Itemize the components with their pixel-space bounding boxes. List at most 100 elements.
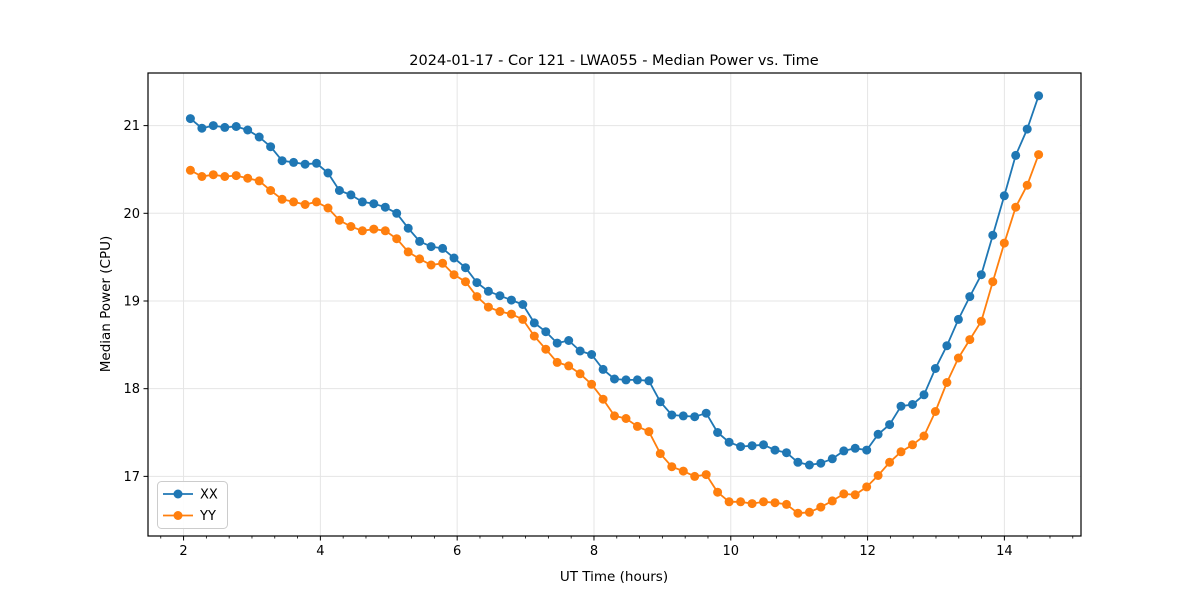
data-point-marker [942,378,952,387]
data-point-marker [667,462,677,472]
data-point-marker [277,156,287,166]
data-point-marker [632,421,642,431]
x-axis-label: UT Time (hours) [560,569,668,585]
data-point-marker [426,260,436,270]
data-point-marker [254,132,264,142]
data-point-marker [564,336,574,345]
data-point-marker [254,176,264,186]
data-point-marker [862,482,872,492]
data-point-marker [804,460,814,470]
data-point-marker [621,414,631,423]
data-point-marker [782,448,791,458]
data-point-marker [667,410,677,420]
data-point-marker [701,408,711,418]
data-point-marker [541,327,551,337]
data-point-marker [850,490,860,500]
series-path [189,95,1040,466]
data-point-marker [243,173,253,183]
data-point-marker [770,445,780,455]
data-point-marker [220,122,230,132]
data-point-marker [208,121,218,131]
data-point-marker [816,458,826,468]
y-axis-label: Median Power (CPU) [98,236,114,372]
data-point-marker [243,125,253,135]
data-point-marker [988,230,998,240]
data-point-marker [277,194,287,204]
data-point-marker [461,263,470,273]
data-point-marker [953,314,963,324]
data-point-marker [747,499,757,509]
data-point-marker [185,114,195,124]
data-point-marker [529,331,539,341]
data-point-marker [495,307,505,316]
data-point-marker [392,234,402,244]
data-point-marker [197,172,207,181]
data-point-marker [930,364,940,373]
data-point-marker [552,357,562,367]
data-point-marker [736,497,746,507]
data-point-marker [472,292,482,302]
y-tick-label: 18 [123,382,140,397]
data-point-marker [736,442,746,452]
x-tick-label: 2 [179,544,187,559]
data-point-marker [426,242,436,252]
data-series [185,91,1044,518]
data-point-marker [610,374,619,384]
data-point-marker [449,270,459,280]
data-point-marker [208,170,218,180]
data-point-marker [827,496,837,506]
data-point-marker [1034,150,1044,160]
data-point-marker [438,258,448,268]
data-point-marker [839,446,849,456]
data-point-marker [782,499,791,509]
x-tick-label: 12 [859,544,876,559]
data-point-marker [334,215,344,225]
legend-marker-yy-icon [173,511,183,520]
data-point-marker [575,369,585,379]
data-point-marker [403,247,413,257]
data-point-marker [621,375,631,385]
data-point-marker [323,168,333,178]
data-point-marker [357,197,367,207]
axis-ticks [143,125,1074,541]
data-point-marker [266,186,276,195]
data-point-marker [988,277,998,287]
x-tick-label: 8 [590,544,598,559]
data-point-marker [587,350,597,359]
data-point-marker [1034,91,1044,101]
data-point-marker [564,361,574,371]
data-point-marker [380,226,390,236]
x-tick-label: 10 [723,544,740,559]
data-point-marker [632,375,642,385]
data-point-marker [678,466,688,476]
data-point-marker [231,122,241,131]
data-point-marker [644,376,654,386]
data-point-marker [885,420,895,430]
data-point-marker [896,447,906,457]
data-point-marker [1011,202,1021,212]
data-point-marker [1011,150,1021,160]
data-point-marker [724,497,734,507]
data-point-marker [976,270,986,280]
data-point-marker [346,222,356,231]
data-point-marker [289,197,299,207]
data-point-marker [461,277,470,287]
data-point-marker [610,411,619,421]
x-tick-label: 4 [316,544,324,559]
data-point-marker [873,429,883,439]
legend-item-yy: YY [163,509,216,524]
data-point-marker [999,238,1009,248]
data-point-marker [724,437,734,447]
data-point-marker [220,172,230,181]
data-point-marker [759,497,768,507]
series-xx-line [185,91,1044,470]
data-point-marker [472,278,482,288]
data-point-marker [759,440,768,450]
x-tick-label: 6 [453,544,461,559]
data-point-marker [896,401,906,411]
data-point-marker [908,440,917,450]
data-point-marker [300,200,310,209]
data-point-marker [965,335,975,345]
data-point-marker [747,441,757,451]
data-point-marker [185,165,195,175]
